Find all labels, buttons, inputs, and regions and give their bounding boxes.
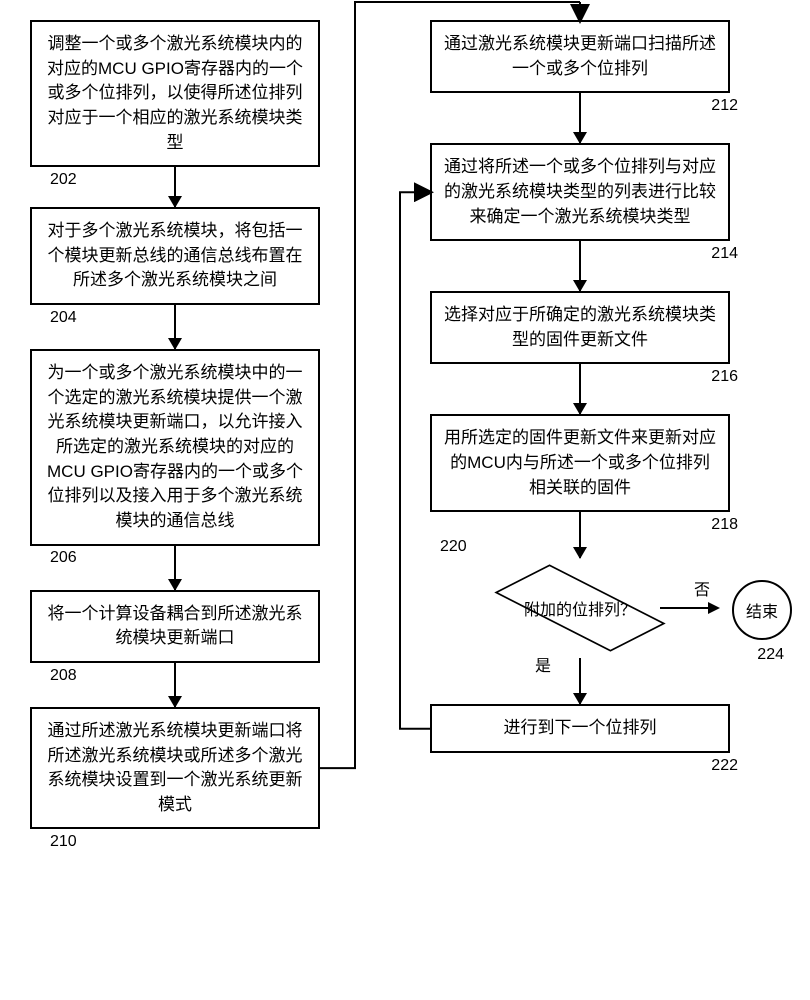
no-label: 否 (694, 576, 710, 600)
node-212-label: 212 (711, 94, 738, 117)
node-224-text: 结束 (746, 598, 778, 622)
node-212-text: 通过激光系统模块更新端口扫描所述一个或多个位排列 (444, 34, 716, 78)
arrow-206-208 (174, 546, 176, 590)
node-220: 附加的位排列？ (490, 563, 670, 653)
arrow-204-206 (174, 305, 176, 349)
node-220-text: 附加的位排列？ (524, 596, 636, 620)
flowchart-container: 调整一个或多个激光系统模块内的对应的MCU GPIO寄存器内的一个或多个位排列，… (20, 20, 790, 829)
left-column: 调整一个或多个激光系统模块内的对应的MCU GPIO寄存器内的一个或多个位排列，… (20, 20, 330, 829)
node-218: 用所选定的固件更新文件来更新对应的MCU内与所述一个或多个位排列相关联的固件 2… (430, 414, 730, 512)
node-206-text: 为一个或多个激光系统模块中的一个选定的激光系统模块提供一个激光系统模块更新端口，… (47, 363, 303, 530)
node-202-text: 调整一个或多个激光系统模块内的对应的MCU GPIO寄存器内的一个或多个位排列，… (47, 34, 303, 152)
node-222-text: 进行到下一个位排列 (504, 718, 657, 737)
node-214-text: 通过将所述一个或多个位排列与对应的激光系统模块类型的列表进行比较来确定一个激光系… (444, 157, 716, 225)
node-222: 进行到下一个位排列 222 (430, 704, 730, 753)
node-210-text: 通过所述激光系统模块更新端口将所述激光系统模块或所述多个激光系统模块设置到一个激… (48, 721, 303, 814)
node-204-text: 对于多个激光系统模块，将包括一个模块更新总线的通信总线布置在所述多个激光系统模块… (48, 221, 303, 289)
node-208-label: 208 (50, 664, 77, 687)
node-224-label: 224 (757, 646, 784, 664)
node-202: 调整一个或多个激光系统模块内的对应的MCU GPIO寄存器内的一个或多个位排列，… (30, 20, 320, 167)
node-216: 选择对应于所确定的激光系统模块类型的固件更新文件 216 (430, 291, 730, 364)
node-214-label: 214 (711, 242, 738, 265)
node-206-label: 206 (50, 546, 77, 569)
node-204: 对于多个激光系统模块，将包括一个模块更新总线的通信总线布置在所述多个激光系统模块… (30, 207, 320, 305)
node-216-label: 216 (711, 365, 738, 388)
node-208: 将一个计算设备耦合到所述激光系统模块更新端口 208 (30, 590, 320, 663)
arrow-216-218 (579, 364, 581, 414)
arrow-220-222 (579, 658, 581, 704)
node-222-label: 222 (711, 754, 738, 777)
right-column: 通过激光系统模块更新端口扫描所述一个或多个位排列 212 通过将所述一个或多个位… (380, 20, 780, 753)
node-208-text: 将一个计算设备耦合到所述激光系统模块更新端口 (48, 604, 303, 648)
yes-label: 是 (535, 652, 551, 676)
node-206: 为一个或多个激光系统模块中的一个选定的激光系统模块提供一个激光系统模块更新端口，… (30, 349, 320, 545)
node-224: 结束 (732, 580, 792, 640)
arrow-212-214 (579, 93, 581, 143)
node-202-label: 202 (50, 168, 77, 191)
node-212: 通过激光系统模块更新端口扫描所述一个或多个位排列 212 (430, 20, 730, 93)
arrow-218-220 (579, 512, 581, 558)
arrow-214-216 (579, 241, 581, 291)
node-210: 通过所述激光系统模块更新端口将所述激光系统模块或所述多个激光系统模块设置到一个激… (30, 707, 320, 830)
node-214: 通过将所述一个或多个位排列与对应的激光系统模块类型的列表进行比较来确定一个激光系… (430, 143, 730, 241)
arrow-208-210 (174, 663, 176, 707)
node-204-label: 204 (50, 306, 77, 329)
node-218-label: 218 (711, 513, 738, 536)
node-210-label: 210 (50, 830, 77, 853)
node-220-label: 220 (440, 538, 467, 556)
node-216-text: 选择对应于所确定的激光系统模块类型的固件更新文件 (444, 305, 716, 349)
node-218-text: 用所选定的固件更新文件来更新对应的MCU内与所述一个或多个位排列相关联的固件 (444, 428, 716, 496)
arrow-202-204 (174, 167, 176, 207)
